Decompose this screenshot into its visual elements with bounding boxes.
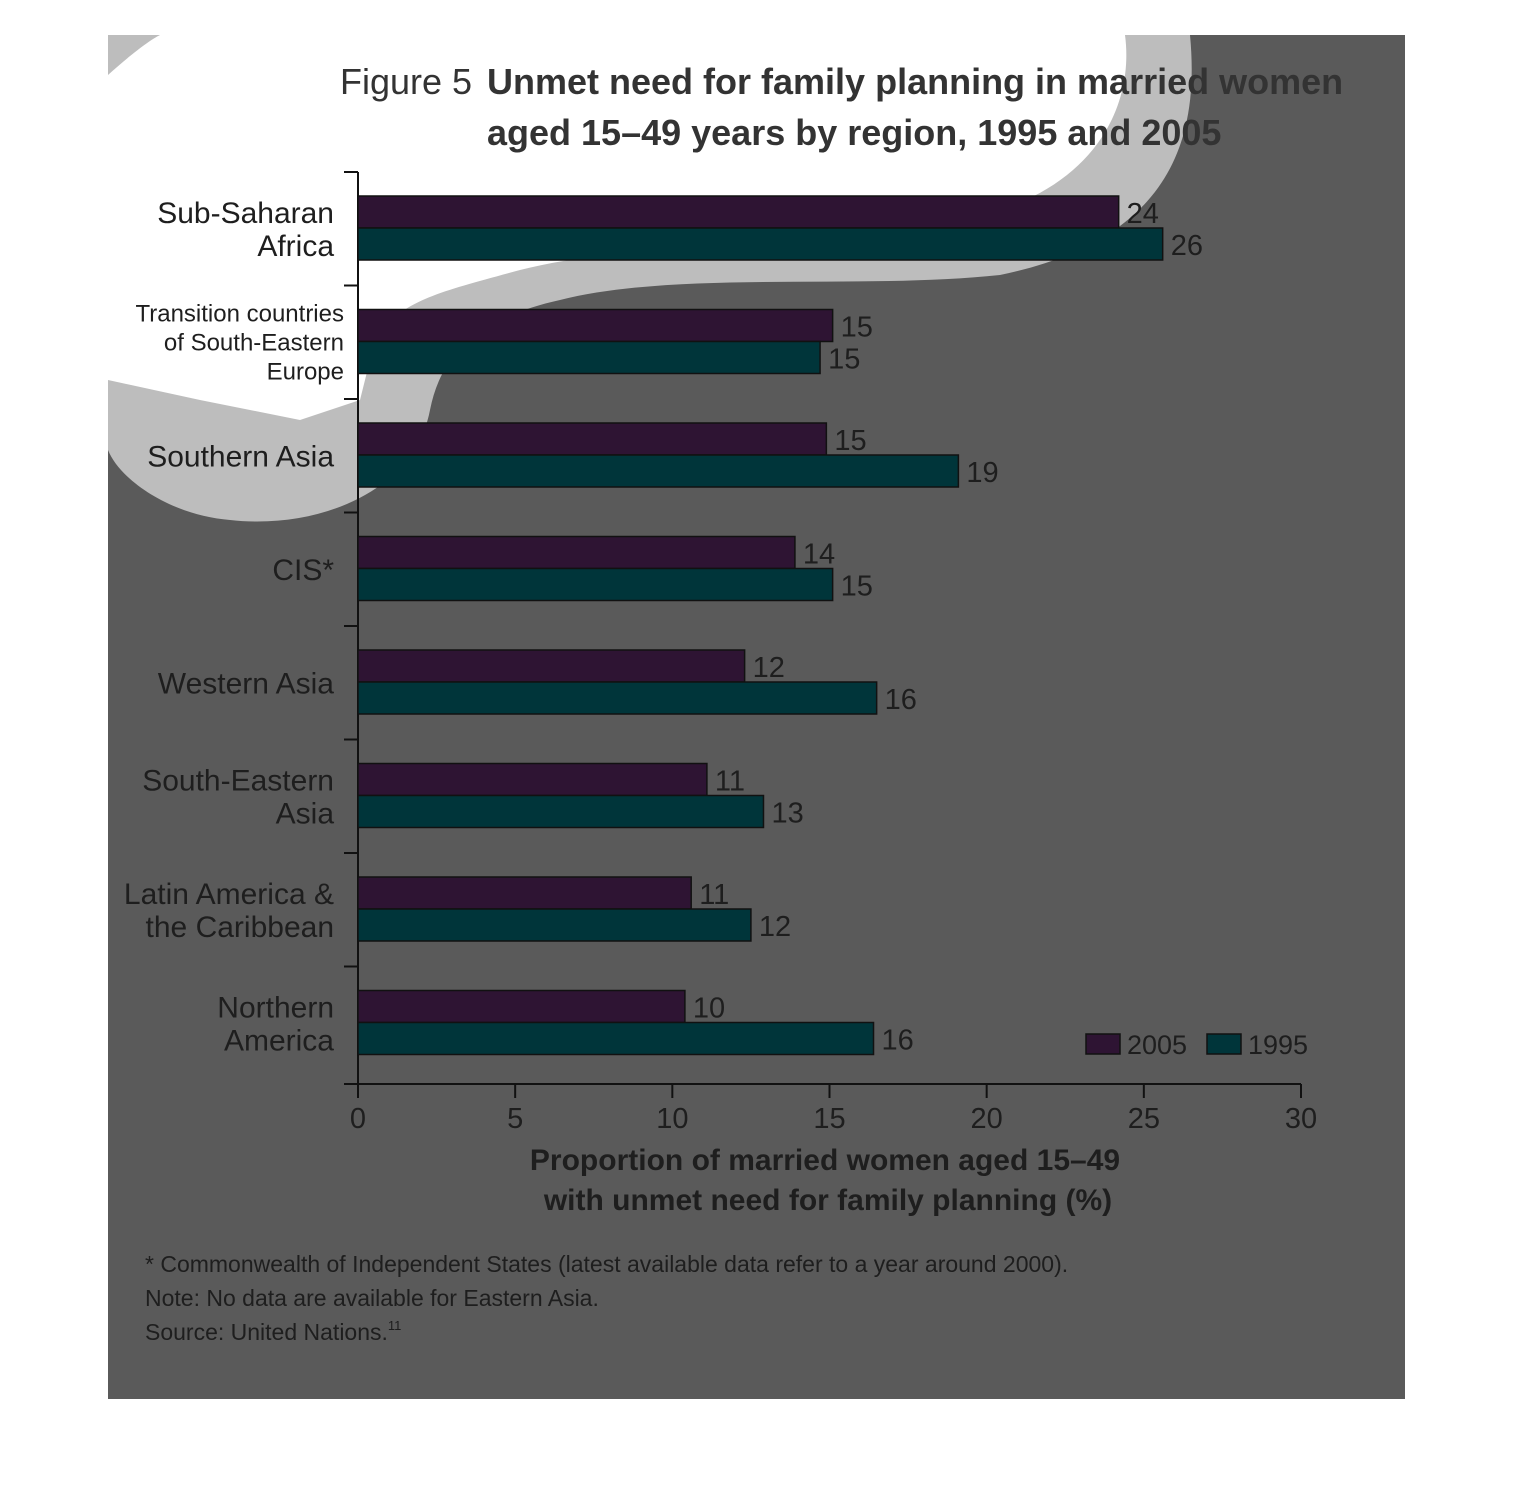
x-tick-label: 20 [971, 1103, 1003, 1135]
category-label: Southern Asia [147, 440, 334, 473]
category-label: South-Eastern [142, 764, 334, 797]
category-label: Europe [267, 359, 344, 386]
data-label-2005: 24 [1127, 198, 1159, 230]
footnote-note: Note: No data are available for Eastern … [145, 1285, 599, 1311]
category-label: Africa [257, 230, 334, 263]
data-label-1995: 26 [1171, 230, 1203, 262]
x-axis-title-line1: Proportion of married women aged 15–49 [530, 1144, 1120, 1177]
bar-2005 [357, 649, 746, 683]
footnote-source: Source: United Nations.11 [145, 1318, 401, 1345]
chart-title-line1: Unmet need for family planning in marrie… [487, 61, 1343, 102]
footnote-cis: * Commonwealth of Independent States (la… [145, 1251, 1068, 1277]
legend-swatch-2005 [1085, 1033, 1121, 1055]
footnote-source-superscript: 11 [388, 1318, 402, 1333]
bar-1995 [357, 908, 752, 942]
data-label-1995: 15 [828, 344, 860, 376]
bar-1995 [357, 1021, 875, 1056]
x-tick-label: 5 [507, 1103, 523, 1135]
category-label: Latin America & [124, 878, 334, 911]
data-label-1995: 16 [885, 684, 917, 716]
category-label: Sub-Saharan [157, 197, 334, 230]
category-label: Asia [276, 797, 335, 830]
bar-1995 [357, 681, 878, 715]
bar-2005 [357, 422, 828, 456]
data-label-2005: 14 [803, 539, 835, 571]
category-label: Northern [217, 991, 334, 1024]
bar-2005 [357, 308, 834, 343]
bar-1995 [357, 454, 960, 488]
category-label: of South-Eastern [164, 330, 344, 357]
figure-number: Figure 5 [340, 61, 472, 102]
category-label: Transition countries [135, 301, 344, 328]
bar-1995 [357, 227, 1164, 261]
bar-1995 [357, 340, 821, 375]
bar-2005 [357, 535, 796, 570]
x-tick-label: 30 [1285, 1103, 1317, 1135]
data-label-2005: 10 [693, 993, 725, 1025]
legend-label-1995: 1995 [1248, 1030, 1308, 1060]
category-label: Western Asia [158, 667, 335, 700]
data-label-2005: 15 [841, 312, 873, 344]
data-label-1995: 12 [759, 911, 791, 943]
x-axis-title-line2: with unmet need for family planning (%) [543, 1184, 1112, 1217]
x-tick-label: 10 [656, 1103, 688, 1135]
legend-swatch-1995 [1206, 1033, 1242, 1055]
data-label-2005: 11 [699, 879, 729, 911]
data-label-1995: 16 [882, 1025, 914, 1057]
chart-title-line2: aged 15–49 years by region, 1995 and 200… [487, 112, 1221, 153]
data-label-2005: 11 [715, 766, 745, 798]
footnote-source-text: Source: United Nations. [145, 1319, 388, 1345]
bar-2005 [357, 989, 686, 1024]
x-tick-label: 15 [813, 1103, 845, 1135]
category-label: the Caribbean [146, 911, 334, 944]
x-tick-label: 0 [350, 1103, 366, 1135]
bar-1995 [357, 567, 834, 602]
bar-2005 [357, 762, 708, 797]
legend-label-2005: 2005 [1127, 1030, 1187, 1060]
data-label-1995: 13 [771, 798, 803, 830]
data-label-1995: 19 [966, 457, 998, 489]
bar-1995 [357, 794, 765, 829]
data-label-2005: 15 [834, 425, 866, 457]
data-label-2005: 12 [753, 652, 785, 684]
bar-2005 [357, 195, 1120, 229]
x-tick-label: 25 [1128, 1103, 1160, 1135]
bar-2005 [357, 876, 692, 910]
category-label: CIS* [272, 554, 334, 587]
data-label-1995: 15 [841, 571, 873, 603]
category-label: America [224, 1024, 334, 1057]
